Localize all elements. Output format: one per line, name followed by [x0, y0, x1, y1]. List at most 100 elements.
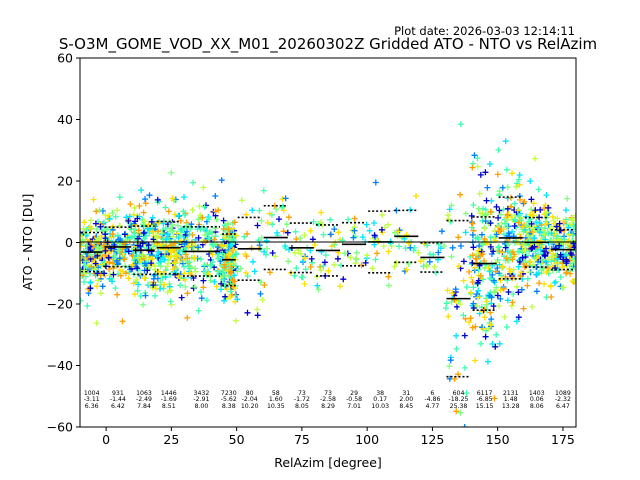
bin-mean-label: -1.44: [110, 396, 126, 403]
bin-std-label: 8.51: [162, 403, 176, 410]
bin-count-label: 3432: [194, 390, 210, 397]
scatter-marks-bin-13: [420, 241, 442, 276]
x-axis-label: RelAzim [degree]: [274, 455, 382, 470]
bin-count-label: 6: [430, 390, 434, 397]
scatter-marks-bin-7: [263, 206, 292, 265]
scatter-marks-bin-10: [351, 215, 365, 269]
bin-std-label: 8.38: [222, 403, 236, 410]
scatter-marks-bin-10: [339, 216, 359, 244]
scatter-marks-bin-12: [395, 192, 419, 273]
y-tick-label: −60: [47, 420, 73, 435]
scatter-marks-bin-6: [238, 197, 266, 313]
y-axis-label: ATO - NTO [DU]: [20, 194, 35, 291]
bin-std-label: 8.05: [295, 403, 309, 410]
bin-std-label: 7.01: [347, 403, 361, 410]
x-tick-label: 175: [551, 432, 575, 447]
bin-count-label: 1063: [136, 390, 152, 397]
scatter-marks-bin-11: [371, 226, 385, 239]
bin-std-label: 10.03: [371, 403, 389, 410]
scatter-marks-bin-10: [340, 250, 369, 283]
y-tick-label: −40: [47, 358, 73, 373]
bin-mean-label: -3.11: [84, 396, 100, 403]
bin-count-label: 31: [402, 390, 410, 397]
y-axis-ticks: −60 −40 −20 0 20 40 60: [47, 51, 80, 435]
bin-mean-label: -2.04: [242, 396, 258, 403]
bin-count-label: 7230: [221, 390, 237, 397]
bin-std-label: 8.06: [530, 403, 544, 410]
scatter-marks-bin-14: [446, 243, 468, 427]
scatter-marks-bin-14: [442, 121, 474, 397]
scatter-marks-bin-12: [393, 207, 414, 275]
scatter-marks-bin-4: [180, 243, 220, 290]
scatter-marks-bin-7: [282, 195, 289, 202]
bin-count-label: 2131: [503, 390, 519, 397]
scatter-marks-bin-13: [417, 240, 428, 265]
bin-std-label: 7.84: [137, 403, 151, 410]
bin-mean-label: -1.69: [161, 396, 177, 403]
x-tick-label: 25: [163, 432, 179, 447]
scatter-marks-bin-9: [315, 286, 322, 293]
bin-std-label: 15.15: [476, 403, 494, 410]
scatter-marks-bin-13: [420, 256, 438, 270]
bin-count-label: 80: [246, 390, 254, 397]
scatter-marks-bin-8: [291, 218, 317, 281]
bin-count-label: 58: [272, 390, 280, 397]
bin-std-label: 6.36: [85, 403, 99, 410]
bin-std-label: 6.42: [111, 403, 125, 410]
bin-count-label: 73: [298, 390, 306, 397]
scatter-marks-bin-12: [391, 234, 422, 270]
bin-count-label: 1403: [529, 390, 545, 397]
scatter-marks-bin-7: [261, 202, 287, 288]
scatter-marks-bin-14: [444, 212, 463, 308]
scatter-marks-bin-13: [435, 245, 444, 263]
scatter-marks-bin-7: [261, 229, 289, 255]
x-tick-label: 125: [420, 432, 444, 447]
scatter-marks-bin-18: [552, 220, 576, 271]
scatter-marks-bin-11: [385, 282, 392, 289]
scatter-marks-bin-9: [314, 248, 325, 289]
bin-mean-label: 2.00: [399, 396, 413, 403]
bin-mean-label: 0.06: [530, 396, 544, 403]
scatter-marks-bin-7: [269, 216, 291, 256]
bin-mean-label: 0.17: [373, 396, 387, 403]
plot-date: Plot date: 2026-03-03 12:14:11: [394, 24, 575, 38]
bin-count-label: 29: [350, 390, 358, 397]
scatter-marks-bin-14: [444, 263, 475, 326]
y-tick-label: 0: [65, 235, 73, 250]
scatter-marks-bin-10: [350, 227, 358, 241]
bin-count-label: 1089: [555, 390, 571, 397]
scatter-marks-bin-6: [242, 211, 249, 276]
scatter-marks-bin-7: [264, 196, 287, 226]
scatter-marks-bin-11: [372, 179, 379, 240]
bin-std-label: 10.35: [267, 403, 285, 410]
bin-mean-label: 1.60: [269, 396, 283, 403]
scatter-marks-bin-11: [379, 229, 392, 255]
scatter-marks-bin-3: [152, 195, 184, 292]
scatter-marks-bin-9: [315, 216, 344, 269]
scatter-marks-bin-16: [494, 205, 526, 321]
y-tick-label: 20: [57, 174, 73, 189]
bin-std-label: 8.45: [399, 403, 413, 410]
bin-mean-label: -2.49: [136, 396, 152, 403]
bin-mean-label: -5.62: [221, 396, 237, 403]
scatter-marks-bin-11: [369, 212, 395, 272]
x-tick-label: 100: [355, 432, 379, 447]
bin-mean-label: -1.72: [294, 396, 310, 403]
bin-std-label: 4.77: [426, 403, 440, 410]
scatter-marks-bin-8: [286, 246, 314, 265]
x-tick-label: 150: [486, 432, 510, 447]
scatter-marks-bin-15: [468, 169, 500, 350]
scatter-marks-bin-12: [401, 206, 414, 242]
scatter-marks-bin-11: [372, 256, 379, 263]
bin-mean-label: -0.58: [346, 396, 362, 403]
scatter-marks-bin-8: [297, 235, 304, 242]
scatter-marks-bin-2: [129, 211, 157, 298]
y-tick-label: 40: [57, 112, 73, 127]
y-tick-label: −20: [47, 297, 73, 312]
bin-statistics: [81, 196, 575, 378]
bin-mean-label: -2.32: [555, 396, 571, 403]
bin-mean-label: -2.58: [320, 396, 336, 403]
scatter-marks-bin-6: [234, 217, 265, 286]
bin-std-label: 13.28: [502, 403, 520, 410]
